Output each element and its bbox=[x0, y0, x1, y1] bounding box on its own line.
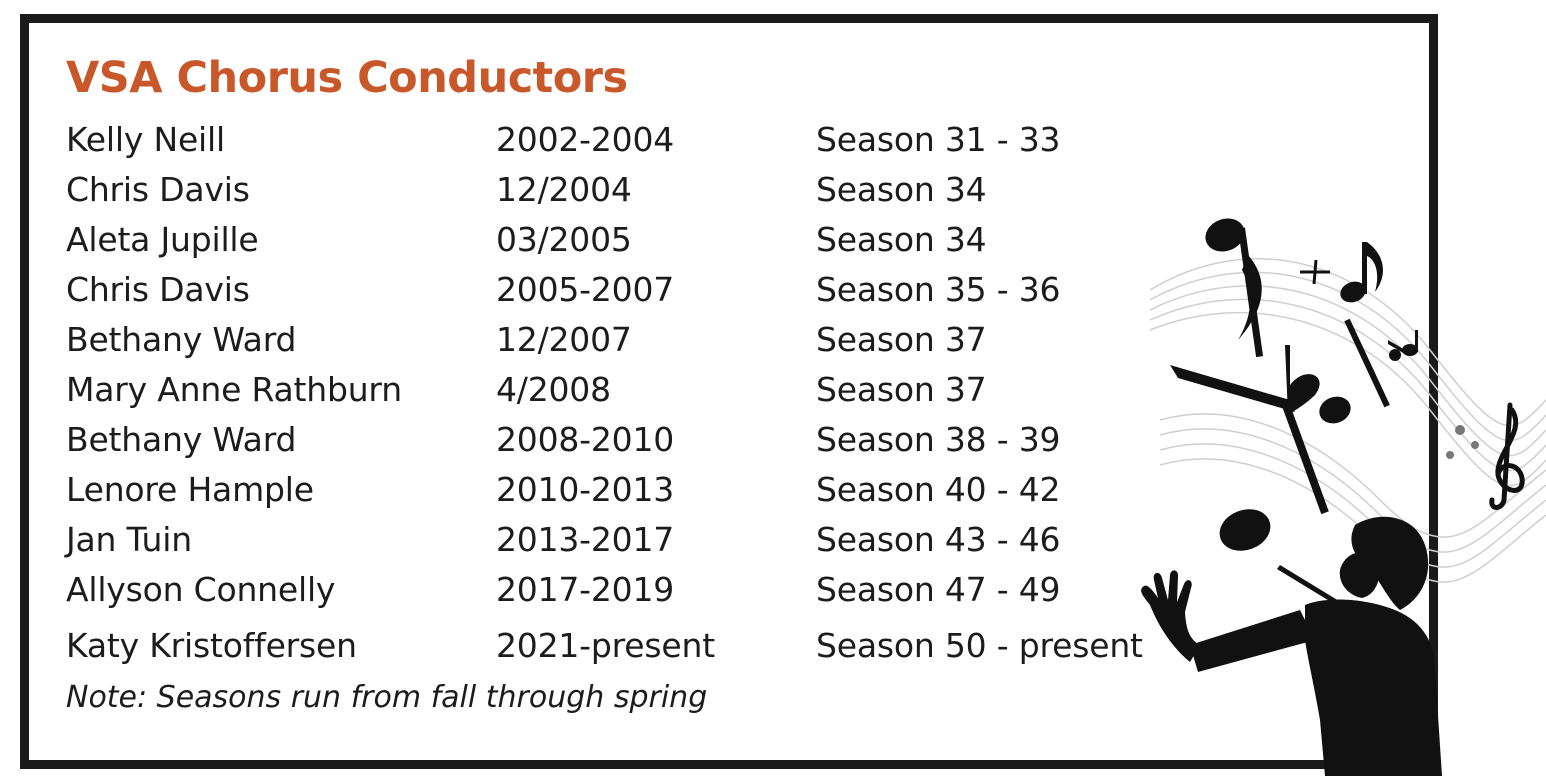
conductor-dates: 2013-2017 bbox=[496, 520, 675, 559]
conductor-name: Aleta Jupille bbox=[66, 220, 259, 259]
conductor-dates: 12/2004 bbox=[496, 170, 632, 209]
conductor-seasons: Season 38 - 39 bbox=[816, 420, 1061, 459]
conductor-name: Chris Davis bbox=[66, 170, 250, 209]
conductor-dates: 2021-present bbox=[496, 626, 715, 665]
conductor-seasons: Season 35 - 36 bbox=[816, 270, 1061, 309]
conductor-seasons: Season 34 bbox=[816, 170, 987, 209]
conductor-name: Kelly Neill bbox=[66, 120, 225, 159]
conductor-dates: 2002-2004 bbox=[496, 120, 675, 159]
conductor-seasons: Season 34 bbox=[816, 220, 987, 259]
conductor-name: Mary Anne Rathburn bbox=[66, 370, 402, 409]
conductor-seasons: Season 40 - 42 bbox=[816, 470, 1061, 509]
conductor-dates: 2005-2007 bbox=[496, 270, 675, 309]
music-conductor-illustration bbox=[1141, 218, 1546, 776]
conductor-name: Katy Kristoffersen bbox=[66, 626, 357, 665]
conductor-seasons: Season 31 - 33 bbox=[816, 120, 1061, 159]
conductor-name: Chris Davis bbox=[66, 270, 250, 309]
conductor-seasons: Season 50 - present bbox=[816, 626, 1143, 665]
conductor-dates: 2008-2010 bbox=[496, 420, 675, 459]
conductor-name: Jan Tuin bbox=[66, 520, 192, 559]
page-title: VSA Chorus Conductors bbox=[66, 53, 628, 103]
seasons-note: Note: Seasons run from fall through spri… bbox=[66, 680, 708, 715]
conductor-seasons: Season 43 - 46 bbox=[816, 520, 1061, 559]
conductor-name: Bethany Ward bbox=[66, 420, 297, 459]
conductor-seasons: Season 47 - 49 bbox=[816, 570, 1061, 609]
conductor-dates: 12/2007 bbox=[496, 320, 632, 359]
music-notes-icon bbox=[1170, 218, 1418, 551]
conductor-dates: 2017-2019 bbox=[496, 570, 675, 609]
music-notes-icon bbox=[1446, 425, 1479, 459]
conductor-name: Bethany Ward bbox=[66, 320, 297, 359]
conductor-dates: 4/2008 bbox=[496, 370, 611, 409]
conductor-name: Lenore Hample bbox=[66, 470, 314, 509]
conductor-dates: 2010-2013 bbox=[496, 470, 675, 509]
music-staff-icon bbox=[1149, 258, 1546, 583]
conductor-seasons: Season 37 bbox=[816, 370, 987, 409]
conductor-seasons: Season 37 bbox=[816, 320, 987, 359]
conductor-silhouette-icon bbox=[1141, 516, 1442, 776]
conductor-name: Allyson Connelly bbox=[66, 570, 336, 609]
conductor-dates: 03/2005 bbox=[496, 220, 632, 259]
treble-clef-icon bbox=[1489, 402, 1525, 510]
